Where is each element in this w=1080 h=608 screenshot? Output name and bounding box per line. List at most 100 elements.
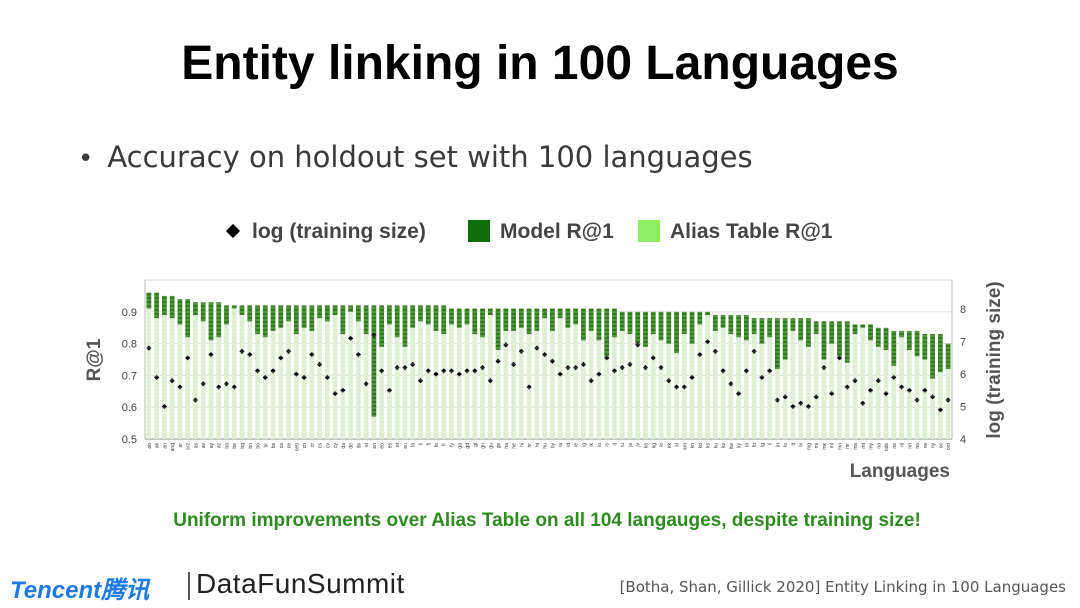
bar-alias-table xyxy=(278,327,284,439)
marker-training-size xyxy=(728,381,734,387)
x-tick-label: cr xyxy=(310,443,316,448)
bar-model xyxy=(332,305,338,315)
bar-model xyxy=(937,334,943,373)
bar-alias-table xyxy=(441,334,447,439)
bar-alias-table xyxy=(775,369,780,439)
x-tick-label: dv xyxy=(356,443,362,449)
marker-training-size xyxy=(689,374,695,380)
x-tick-label: ny xyxy=(931,443,937,449)
bar-alias-table xyxy=(534,330,540,439)
x-tick-label: ar xyxy=(178,443,184,448)
x-tick-label: jv xyxy=(636,443,642,448)
x-tick-label: fo xyxy=(434,443,440,447)
bar-model xyxy=(418,305,423,322)
x-tick-label: en xyxy=(372,443,378,449)
marker-training-size xyxy=(720,368,726,374)
marker-training-size xyxy=(666,377,672,384)
legend-swatch-alias xyxy=(638,220,660,242)
x-tick-label: bn xyxy=(248,443,254,449)
marker-training-size xyxy=(441,368,447,374)
marker-training-size xyxy=(860,400,866,406)
bar-model xyxy=(627,311,633,335)
marker-training-size xyxy=(542,352,548,358)
x-tick-label: ht xyxy=(535,442,541,447)
marker-training-size xyxy=(185,355,191,361)
bar-alias-table xyxy=(247,321,253,439)
x-tick-label: ak xyxy=(155,443,161,449)
bar-alias-table xyxy=(806,346,811,439)
bar-alias-table xyxy=(348,311,354,439)
x-tick-label: iu xyxy=(620,443,626,447)
bar-model xyxy=(177,299,183,325)
bar-alias-table xyxy=(852,334,858,439)
bar-model xyxy=(247,305,253,322)
marker-training-size xyxy=(270,368,276,374)
marker-training-size xyxy=(813,394,819,400)
marker-training-size xyxy=(363,381,369,387)
slide-title: Entity linking in 100 Languages xyxy=(181,37,899,90)
bar-model xyxy=(596,308,602,341)
x-tick-label: arz xyxy=(186,443,192,450)
bar-model xyxy=(387,305,392,325)
bar-model xyxy=(899,330,904,338)
bar-alias-table xyxy=(387,324,392,439)
bar-model xyxy=(643,311,648,347)
bar-alias-table xyxy=(394,337,400,439)
x-tick-label: cs xyxy=(318,443,324,449)
bar-alias-table xyxy=(480,337,485,439)
bar-alias-table xyxy=(557,318,563,439)
bar-model xyxy=(906,330,912,350)
bar-model xyxy=(317,305,322,319)
bar-alias-table xyxy=(604,356,610,439)
datafunsummit-logo: DataFunSummit xyxy=(196,568,405,599)
bar-alias-table xyxy=(573,324,579,439)
bar-model xyxy=(526,308,532,335)
marker-training-size xyxy=(573,365,579,371)
bar-model xyxy=(860,324,866,328)
bar-model xyxy=(255,305,260,335)
marker-training-size xyxy=(549,358,555,364)
x-tick-label: ik xyxy=(589,443,595,447)
bar-model xyxy=(456,308,462,328)
x-tick-label: mg xyxy=(806,443,812,450)
bar-model xyxy=(806,318,811,347)
marker-training-size xyxy=(604,355,610,361)
x-tick-label: ceb xyxy=(294,443,300,451)
bar-model xyxy=(728,314,734,335)
bar-model xyxy=(324,305,330,322)
bar-model xyxy=(736,314,742,338)
x-tick-label: li xyxy=(768,443,774,445)
bar-alias-table xyxy=(293,334,299,439)
x-tick-label: la xyxy=(744,443,750,447)
bar-alias-table xyxy=(945,369,951,439)
x-tick-label: ml xyxy=(830,443,836,448)
bullet-point: • Accuracy on holdout set with 100 langua… xyxy=(78,140,753,174)
x-tick-label: om xyxy=(946,443,952,450)
x-tick-label: bs xyxy=(271,443,277,449)
marker-training-size xyxy=(262,374,268,380)
bar-alias-table xyxy=(549,330,555,439)
marker-training-size xyxy=(223,381,230,387)
x-tick-label: kk xyxy=(667,443,673,449)
tencent-logo: Tencent腾讯 xyxy=(10,577,150,604)
marker-training-size xyxy=(278,355,284,361)
bar-alias-table xyxy=(650,334,656,439)
marker-training-size xyxy=(386,387,393,393)
marker-training-size xyxy=(348,335,354,342)
bar-alias-table xyxy=(736,337,742,439)
x-tick-label: es xyxy=(387,443,393,449)
x-tick-label: ia xyxy=(558,443,564,447)
bar-model xyxy=(775,318,780,370)
footer-divider xyxy=(188,572,190,600)
x-tick-label: my xyxy=(869,443,875,450)
bar-model xyxy=(534,308,540,331)
bar-alias-table xyxy=(674,353,679,439)
marker-training-size xyxy=(767,368,773,374)
x-tick-label: nn xyxy=(907,443,913,449)
bar-model xyxy=(743,314,749,341)
x-tick-label: ba xyxy=(224,443,230,449)
bar-alias-table xyxy=(844,362,850,439)
bar-model xyxy=(154,292,160,319)
bar-alias-table xyxy=(712,330,718,439)
marker-training-size xyxy=(472,368,478,374)
